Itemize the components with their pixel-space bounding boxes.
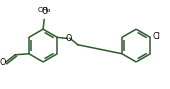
Text: CH₃: CH₃ (38, 7, 52, 13)
Text: Cl: Cl (153, 32, 161, 41)
Text: O: O (65, 34, 72, 43)
Text: O: O (41, 7, 48, 16)
Text: O: O (0, 58, 6, 67)
